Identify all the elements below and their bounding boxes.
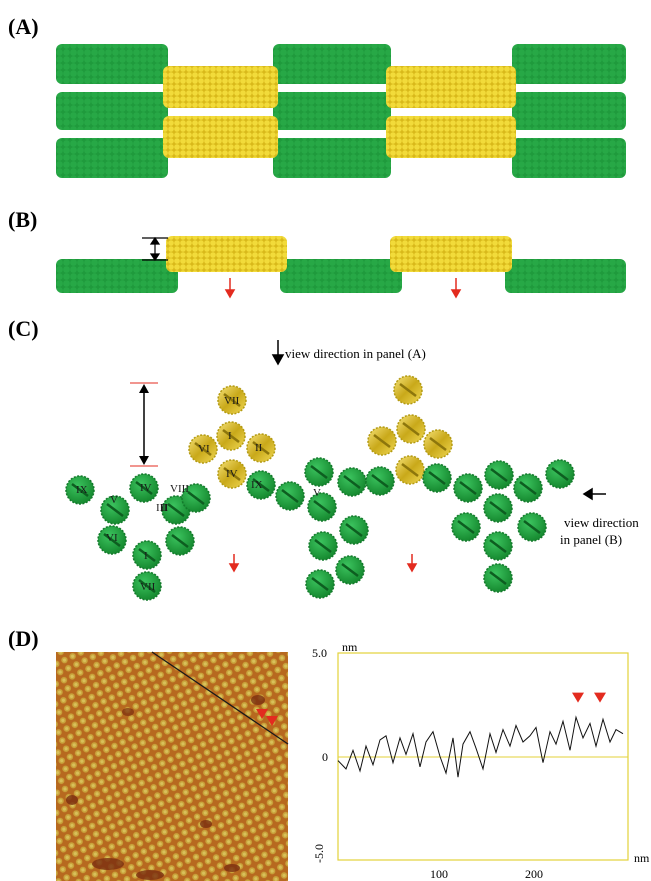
ball-stripe — [489, 501, 507, 515]
panel-a-lattice — [56, 44, 626, 178]
ball-stripe — [310, 465, 328, 479]
ball-stripe — [187, 491, 205, 505]
ball-stripe — [313, 500, 331, 514]
ball-stripe — [194, 442, 212, 456]
roman-label: VII — [224, 395, 240, 407]
green-rows-a — [56, 44, 626, 178]
ball-stripe — [103, 533, 121, 547]
ball-stripe — [371, 474, 389, 488]
ball-stripe — [138, 548, 156, 562]
height-arrow-b — [142, 236, 168, 262]
profile-red-marker — [572, 692, 584, 703]
roman-label: IV — [226, 468, 238, 480]
roman-label: III — [156, 502, 167, 514]
roman-label: VII — [140, 581, 156, 593]
roman-label: VI — [198, 443, 210, 455]
profile-red-marker — [594, 692, 606, 703]
ball-stripe — [314, 539, 332, 553]
profile-y-tick-bottom: -5.0 — [312, 844, 326, 863]
green-stack-b — [56, 259, 178, 293]
profile-y-unit: nm — [342, 640, 358, 654]
view-direction-b-text-line2: in panel (B) — [560, 532, 622, 547]
ball-stripe — [281, 489, 299, 503]
ball-stripe — [167, 503, 185, 517]
ball-stripe — [489, 539, 507, 553]
profile-x-tick-100: 100 — [430, 867, 448, 881]
red-arrow-b — [224, 278, 462, 299]
roman-label: V — [313, 487, 321, 499]
view-direction-b-text-line1: view direction — [564, 515, 639, 530]
roman-label: II — [255, 442, 263, 454]
panel-d-label: (D) — [8, 626, 39, 651]
profile-y-tick-top: 5.0 — [312, 646, 327, 660]
afm-red-marker — [266, 716, 278, 726]
ball-stripe — [373, 434, 391, 448]
ball-stripe — [135, 481, 153, 495]
ball-stripe — [311, 577, 329, 591]
profile-x-unit: nm — [634, 851, 650, 865]
ball-stripe — [343, 475, 361, 489]
ball-stripe — [71, 483, 89, 497]
ball-stripe — [171, 534, 189, 548]
ball-stripe — [489, 571, 507, 585]
ball-stripe — [402, 422, 420, 436]
yellow-stack-b — [166, 236, 287, 272]
roman-label: IX — [251, 479, 263, 491]
view-arrow-b — [582, 487, 606, 501]
yellow-rods-a — [163, 66, 516, 158]
height-profile-chart: nm nm 5.0 0 -5.0 100 200 — [312, 640, 650, 881]
profile-line — [337, 715, 624, 778]
ball-stripe — [523, 520, 541, 534]
profile-x-tick-200: 200 — [525, 867, 543, 881]
roman-label: I — [144, 550, 148, 562]
ball-stripe — [490, 468, 508, 482]
ball-stripe — [252, 478, 270, 492]
panel-c-label: (C) — [8, 316, 39, 341]
panel-b-side-view — [56, 236, 626, 299]
ball-stripe — [341, 563, 359, 577]
ball-stripe — [429, 437, 447, 451]
roman-label: VI — [106, 532, 118, 544]
roman-label: IV — [140, 482, 152, 494]
profile-y-tick-zero: 0 — [322, 750, 328, 764]
ball-stripe — [551, 467, 569, 481]
ball-stripe — [428, 471, 446, 485]
ball-stripe — [401, 463, 419, 477]
panel-b-label: (B) — [8, 207, 37, 232]
ball-stripe — [106, 503, 124, 517]
ball-stripe — [457, 520, 475, 534]
red-arrow-c — [228, 554, 418, 573]
vertical-distance-arrow — [130, 382, 158, 467]
afm-red-marker — [256, 709, 268, 719]
green-stack-b — [280, 259, 402, 293]
ball-stripe — [399, 383, 417, 397]
ball-stripe — [519, 481, 537, 495]
roman-label: II — [161, 502, 169, 514]
ball-stripe — [223, 467, 241, 481]
roman-label: IX — [76, 484, 88, 496]
ball-stripe — [222, 429, 240, 443]
roman-label: V — [110, 494, 118, 506]
ball-stripe — [252, 441, 270, 455]
roman-label: I — [228, 430, 232, 442]
ball-stripe — [223, 393, 241, 407]
ball-stripe — [138, 579, 156, 593]
view-arrow-a — [271, 340, 285, 366]
ball-stripe — [459, 481, 477, 495]
view-direction-a-text: view direction in panel (A) — [285, 346, 426, 361]
afm-image — [56, 651, 289, 881]
panel-a-label: (A) — [8, 14, 39, 39]
roman-label: VIII — [170, 483, 189, 495]
ball-stripe — [345, 523, 363, 537]
green-stack-b — [505, 259, 626, 293]
yellow-stack-b — [390, 236, 512, 272]
